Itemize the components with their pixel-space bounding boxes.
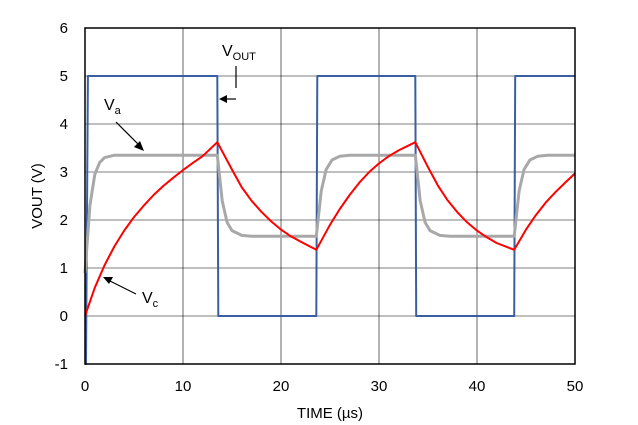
annotation-va: Va <box>104 97 144 151</box>
series-vout-line <box>85 75 575 365</box>
series-lines <box>83 75 576 365</box>
y-tick-label: -1 <box>55 356 68 373</box>
y-tick-label: 5 <box>60 68 68 85</box>
y-tick-label: 2 <box>60 212 68 229</box>
y-tick-label: 1 <box>60 260 68 277</box>
y-tick-label: 3 <box>60 164 68 181</box>
annotation-vc-label: Vc <box>142 290 159 310</box>
annotation-vc-arrow <box>107 279 137 295</box>
y-tick-label: 0 <box>60 308 68 325</box>
plot-area <box>85 28 575 364</box>
x-tick-label: 40 <box>469 378 486 395</box>
tick-labels: 0 10 20 30 40 50 -1 0 1 2 3 4 5 6 <box>55 20 584 395</box>
annotation-va-arrowhead <box>134 141 144 151</box>
y-tick-label: 4 <box>60 116 68 133</box>
x-tick-label: 50 <box>567 378 584 395</box>
y-axis-label: VOUT (V) <box>29 163 46 229</box>
annotation-vc: Vc <box>103 277 159 310</box>
series-vc-line <box>84 141 576 317</box>
x-tick-label: 30 <box>371 378 388 395</box>
y-tick-label: 6 <box>60 20 68 37</box>
annotation-va-label: Va <box>104 97 122 117</box>
x-axis-label: TIME (µs) <box>297 405 363 422</box>
x-tick-label: 20 <box>273 378 290 395</box>
series-va-line <box>83 153 575 273</box>
plot-frame <box>84 27 576 365</box>
annotation-vout-label: VOUT <box>222 43 256 63</box>
annotation-va-arrow <box>115 121 141 147</box>
x-tick-label: 10 <box>175 378 192 395</box>
x-tick-label: 0 <box>81 378 89 395</box>
annotation-vc-arrowhead <box>103 277 113 284</box>
annotation-vout: VOUT <box>219 43 256 103</box>
annotation-vout-arrowhead <box>219 95 227 103</box>
